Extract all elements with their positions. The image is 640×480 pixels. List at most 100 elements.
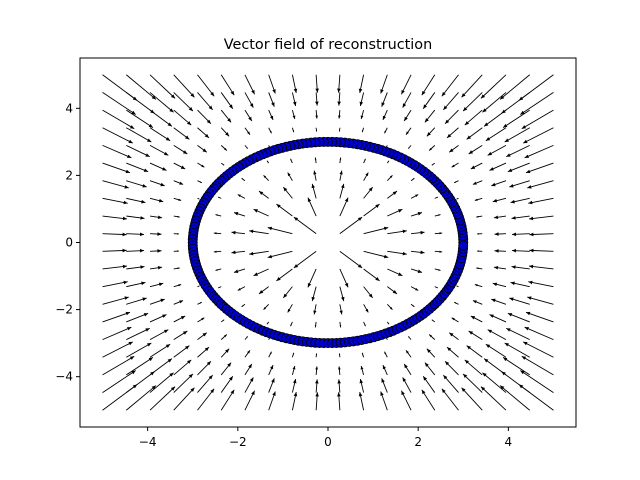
quiver-arrow	[339, 250, 363, 269]
quiver-arrow	[215, 214, 222, 217]
quiver-arrow	[197, 92, 213, 111]
quiver-arrow	[283, 286, 293, 299]
quiver-arrow	[244, 145, 249, 149]
quiver-arrow	[213, 232, 222, 235]
quiver-arrow	[126, 127, 152, 143]
quiver-arrow	[339, 197, 349, 217]
quiver-arrow	[520, 92, 554, 115]
quiver-arrow	[102, 311, 131, 323]
quiver-arrow	[315, 92, 319, 106]
quiver-arrow	[197, 109, 212, 125]
x-axis: −4 −2 0 2 4	[139, 427, 512, 449]
quiver-arrow	[149, 109, 173, 127]
quiver-arrow	[258, 190, 269, 199]
quiver-arrow	[197, 145, 208, 153]
quiver-arrow	[314, 157, 317, 164]
quiver-arrow	[431, 162, 436, 166]
quiver-arrow	[363, 186, 373, 199]
quiver-arrow	[268, 378, 275, 393]
quiver-arrow	[466, 127, 483, 140]
quiver-arrow	[461, 387, 483, 411]
quiver-arrow	[384, 127, 388, 134]
x-tick-label: 0	[324, 435, 332, 449]
quiver-arrow	[315, 366, 318, 375]
quiver-arrow	[220, 334, 228, 340]
quiver-arrow	[241, 177, 246, 182]
quiver-arrow	[492, 282, 507, 288]
quiver-arrow	[358, 391, 365, 411]
quiver-arrow	[493, 265, 507, 270]
quiver-arrow	[511, 232, 530, 237]
quiver-arrow	[494, 232, 507, 236]
quiver-arrow	[434, 232, 443, 235]
quiver-arrow	[518, 74, 554, 101]
quiver-arrow	[521, 355, 554, 376]
quiver-arrow	[220, 376, 234, 393]
quiver-arrow	[220, 362, 232, 376]
quiver-arrow	[401, 74, 412, 95]
quiver-arrow	[102, 162, 131, 174]
quiver-arrow	[291, 92, 297, 107]
x-tick-label: −2	[229, 435, 247, 449]
quiver-arrow	[102, 232, 127, 237]
quiver-arrow	[102, 144, 132, 159]
quiver-arrow	[102, 215, 128, 221]
quiver-arrow	[268, 74, 276, 94]
quiver-arrow	[173, 74, 195, 98]
quiver-arrow	[421, 389, 436, 411]
quiver-arrow	[470, 315, 483, 323]
quiver-arrow	[507, 312, 530, 323]
quiver-arrow	[287, 172, 293, 181]
quiver-arrow	[446, 127, 459, 139]
quiver-arrow	[220, 389, 235, 411]
quiver-arrow	[363, 250, 389, 259]
quiver-arrow	[315, 127, 317, 132]
quiver-arrow	[444, 109, 459, 125]
quiver-arrow	[197, 301, 203, 305]
quiver-arrow	[102, 264, 128, 270]
quiver-arrow	[339, 183, 345, 199]
quiver-arrow	[337, 379, 341, 393]
quiver-arrow	[217, 286, 222, 289]
quiver-arrow	[510, 197, 530, 204]
quiver-arrow	[290, 321, 293, 327]
quiver-arrow	[244, 127, 251, 135]
quiver-arrow	[173, 127, 190, 140]
y-tick-label: −2	[55, 303, 73, 317]
quiver-arrow	[290, 158, 293, 164]
quiver-arrow	[462, 373, 483, 393]
quiver-arrow	[524, 144, 554, 159]
quiver-arrow	[521, 109, 554, 130]
quiver-arrow	[244, 109, 253, 122]
quiver-arrow	[504, 127, 530, 143]
quiver-arrow	[307, 268, 317, 288]
quiver-arrow	[499, 74, 531, 100]
quiver-arrow	[476, 215, 483, 218]
quiver-arrow	[387, 190, 398, 199]
quiver-arrow	[197, 388, 215, 411]
quiver-arrow	[173, 197, 182, 201]
chart-title: Vector field of reconstruction	[224, 37, 432, 53]
quiver-arrow	[311, 183, 317, 199]
quiver-arrow	[511, 215, 530, 220]
quiver-arrow	[173, 300, 184, 305]
quiver-arrow	[102, 127, 134, 144]
quiver-arrow	[358, 74, 365, 94]
quiver-arrow	[511, 265, 530, 270]
quiver-arrow	[363, 304, 369, 313]
quiver-arrow	[149, 343, 171, 358]
quiver-arrow	[363, 268, 380, 282]
quiver-arrow	[386, 160, 390, 164]
quiver-arrow	[173, 250, 179, 252]
quiver-arrow	[527, 296, 554, 305]
quiver-arrow	[339, 304, 343, 315]
quiver-arrow	[149, 162, 167, 171]
quiver-arrow	[197, 180, 203, 184]
quiver-arrow	[461, 74, 483, 98]
quiver-arrow	[360, 365, 365, 376]
quiver-arrow	[453, 301, 459, 305]
x-tick-label: 4	[505, 435, 513, 449]
quiver-arrow	[502, 109, 530, 128]
quiver-arrow	[244, 336, 249, 340]
quiver-arrow	[149, 127, 171, 142]
